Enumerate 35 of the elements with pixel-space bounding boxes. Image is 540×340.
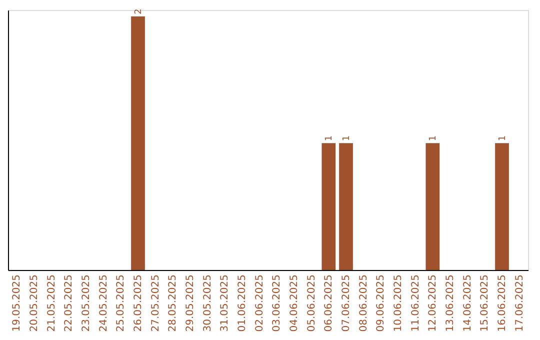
x-tick-label: 25.05.2025 [116, 274, 127, 332]
x-tick-label: 14.06.2025 [462, 274, 474, 332]
x-tick-label: 21.05.2025 [46, 274, 58, 332]
x-tick-label: 11.06.2025 [410, 274, 422, 332]
x-tick-label: 02.06.2025 [254, 274, 266, 332]
x-tick-label: 15.06.2025 [480, 274, 491, 332]
x-tick-label: 30.05.2025 [202, 274, 214, 332]
data-label: 1 [498, 135, 508, 142]
data-label: 1 [342, 135, 352, 142]
x-tick-label: 24.05.2025 [98, 274, 110, 332]
x-tick-label: 23.05.2025 [81, 274, 92, 332]
data-label: 2 [134, 8, 144, 14]
x-tick-label: 12.06.2025 [428, 274, 439, 332]
x-tick-label: 13.06.2025 [445, 274, 456, 332]
x-tick-label: 03.06.2025 [272, 274, 283, 332]
x-tick-label: 27.05.2025 [150, 274, 162, 332]
x-tick-label: 22.05.2025 [64, 274, 75, 332]
x-tick-label: 31.05.2025 [220, 274, 231, 332]
x-tick-label: 20.05.2025 [29, 274, 40, 332]
x-tick-label: 08.06.2025 [358, 274, 370, 332]
x-tick-label: 29.05.2025 [185, 274, 196, 332]
x-tick-label: 26.05.2025 [133, 274, 144, 332]
x-tick-label: 28.05.2025 [168, 274, 179, 332]
x-tick-label: 04.06.2025 [289, 274, 300, 332]
x-tick-label: 17.06.2025 [514, 274, 526, 332]
x-tick-label: 07.06.2025 [341, 274, 352, 332]
x-tick-label: 06.06.2025 [324, 274, 335, 332]
x-tick-label: 19.05.2025 [12, 274, 23, 332]
x-tick-label: 09.06.2025 [376, 274, 387, 332]
x-tick-label: 10.06.2025 [393, 274, 404, 332]
x-tick-label: 05.06.2025 [306, 274, 318, 332]
data-label: 1 [428, 135, 439, 142]
x-tick-label: 16.06.2025 [497, 274, 508, 332]
data-label: 1 [324, 135, 335, 142]
x-tick-label: 01.06.2025 [237, 274, 248, 332]
